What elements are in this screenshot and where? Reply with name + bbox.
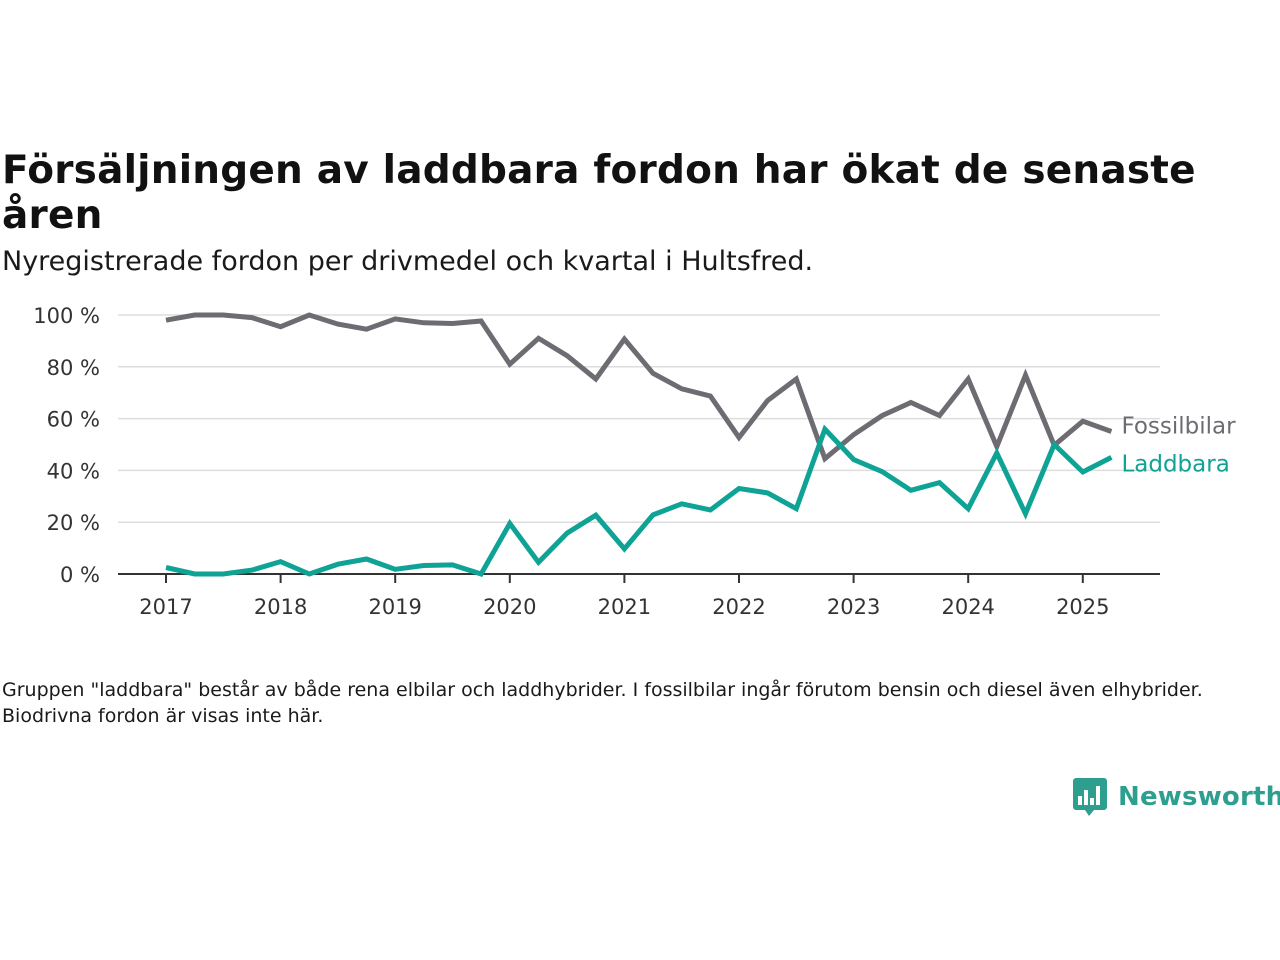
series-label-laddbara: Laddbara [1121, 451, 1229, 477]
x-tick-label: 2020 [483, 595, 536, 619]
x-tick-label: 2023 [827, 595, 880, 619]
chart-subtitle: Nyregistrerade fordon per drivmedel och … [2, 246, 814, 277]
y-tick-label: 60 % [47, 408, 100, 432]
series-labels: Fossilbilar Laddbara [1121, 414, 1236, 478]
y-axis-tick-labels: 0 % 20 % 40 % 60 % 80 % 100 % [33, 304, 100, 587]
x-tick-label: 2021 [598, 595, 651, 619]
newsworthy-logo[interactable]: Newsworthy [1072, 776, 1280, 818]
y-tick-label: 20 % [47, 511, 100, 535]
footnote: Gruppen "laddbara" består av både rena e… [2, 679, 1203, 727]
newsworthy-logo-icon [1073, 778, 1107, 816]
brand-name: Newsworthy [1118, 782, 1280, 812]
y-tick-label: 100 % [33, 304, 100, 328]
x-tick-label: 2018 [254, 595, 307, 619]
y-tick-label: 0 % [60, 563, 100, 587]
x-tick-label: 2024 [941, 595, 994, 619]
x-tick-label: 2022 [712, 595, 765, 619]
x-tick-label: 2025 [1056, 595, 1109, 619]
x-tick-label: 2019 [368, 595, 421, 619]
series-lines [165, 312, 1113, 577]
chart-title: Försäljningen av laddbara fordon har öka… [2, 148, 1196, 238]
x-tick-label: 2017 [139, 595, 192, 619]
y-tick-label: 80 % [47, 356, 100, 380]
x-axis-tick-labels: 2017 2018 2019 2020 2021 2022 2023 2024 2025 [139, 574, 1110, 619]
series-line-laddbara [165, 424, 1113, 577]
gridlines [118, 314, 1160, 575]
y-tick-label: 40 % [47, 459, 100, 483]
line-chart: 0 % 20 % 40 % 60 % 80 % 100 % 2017 2018 2019 202… [33, 304, 1236, 619]
series-line-fossilbilar [165, 312, 1113, 463]
series-label-fossilbilar: Fossilbilar [1121, 414, 1236, 440]
